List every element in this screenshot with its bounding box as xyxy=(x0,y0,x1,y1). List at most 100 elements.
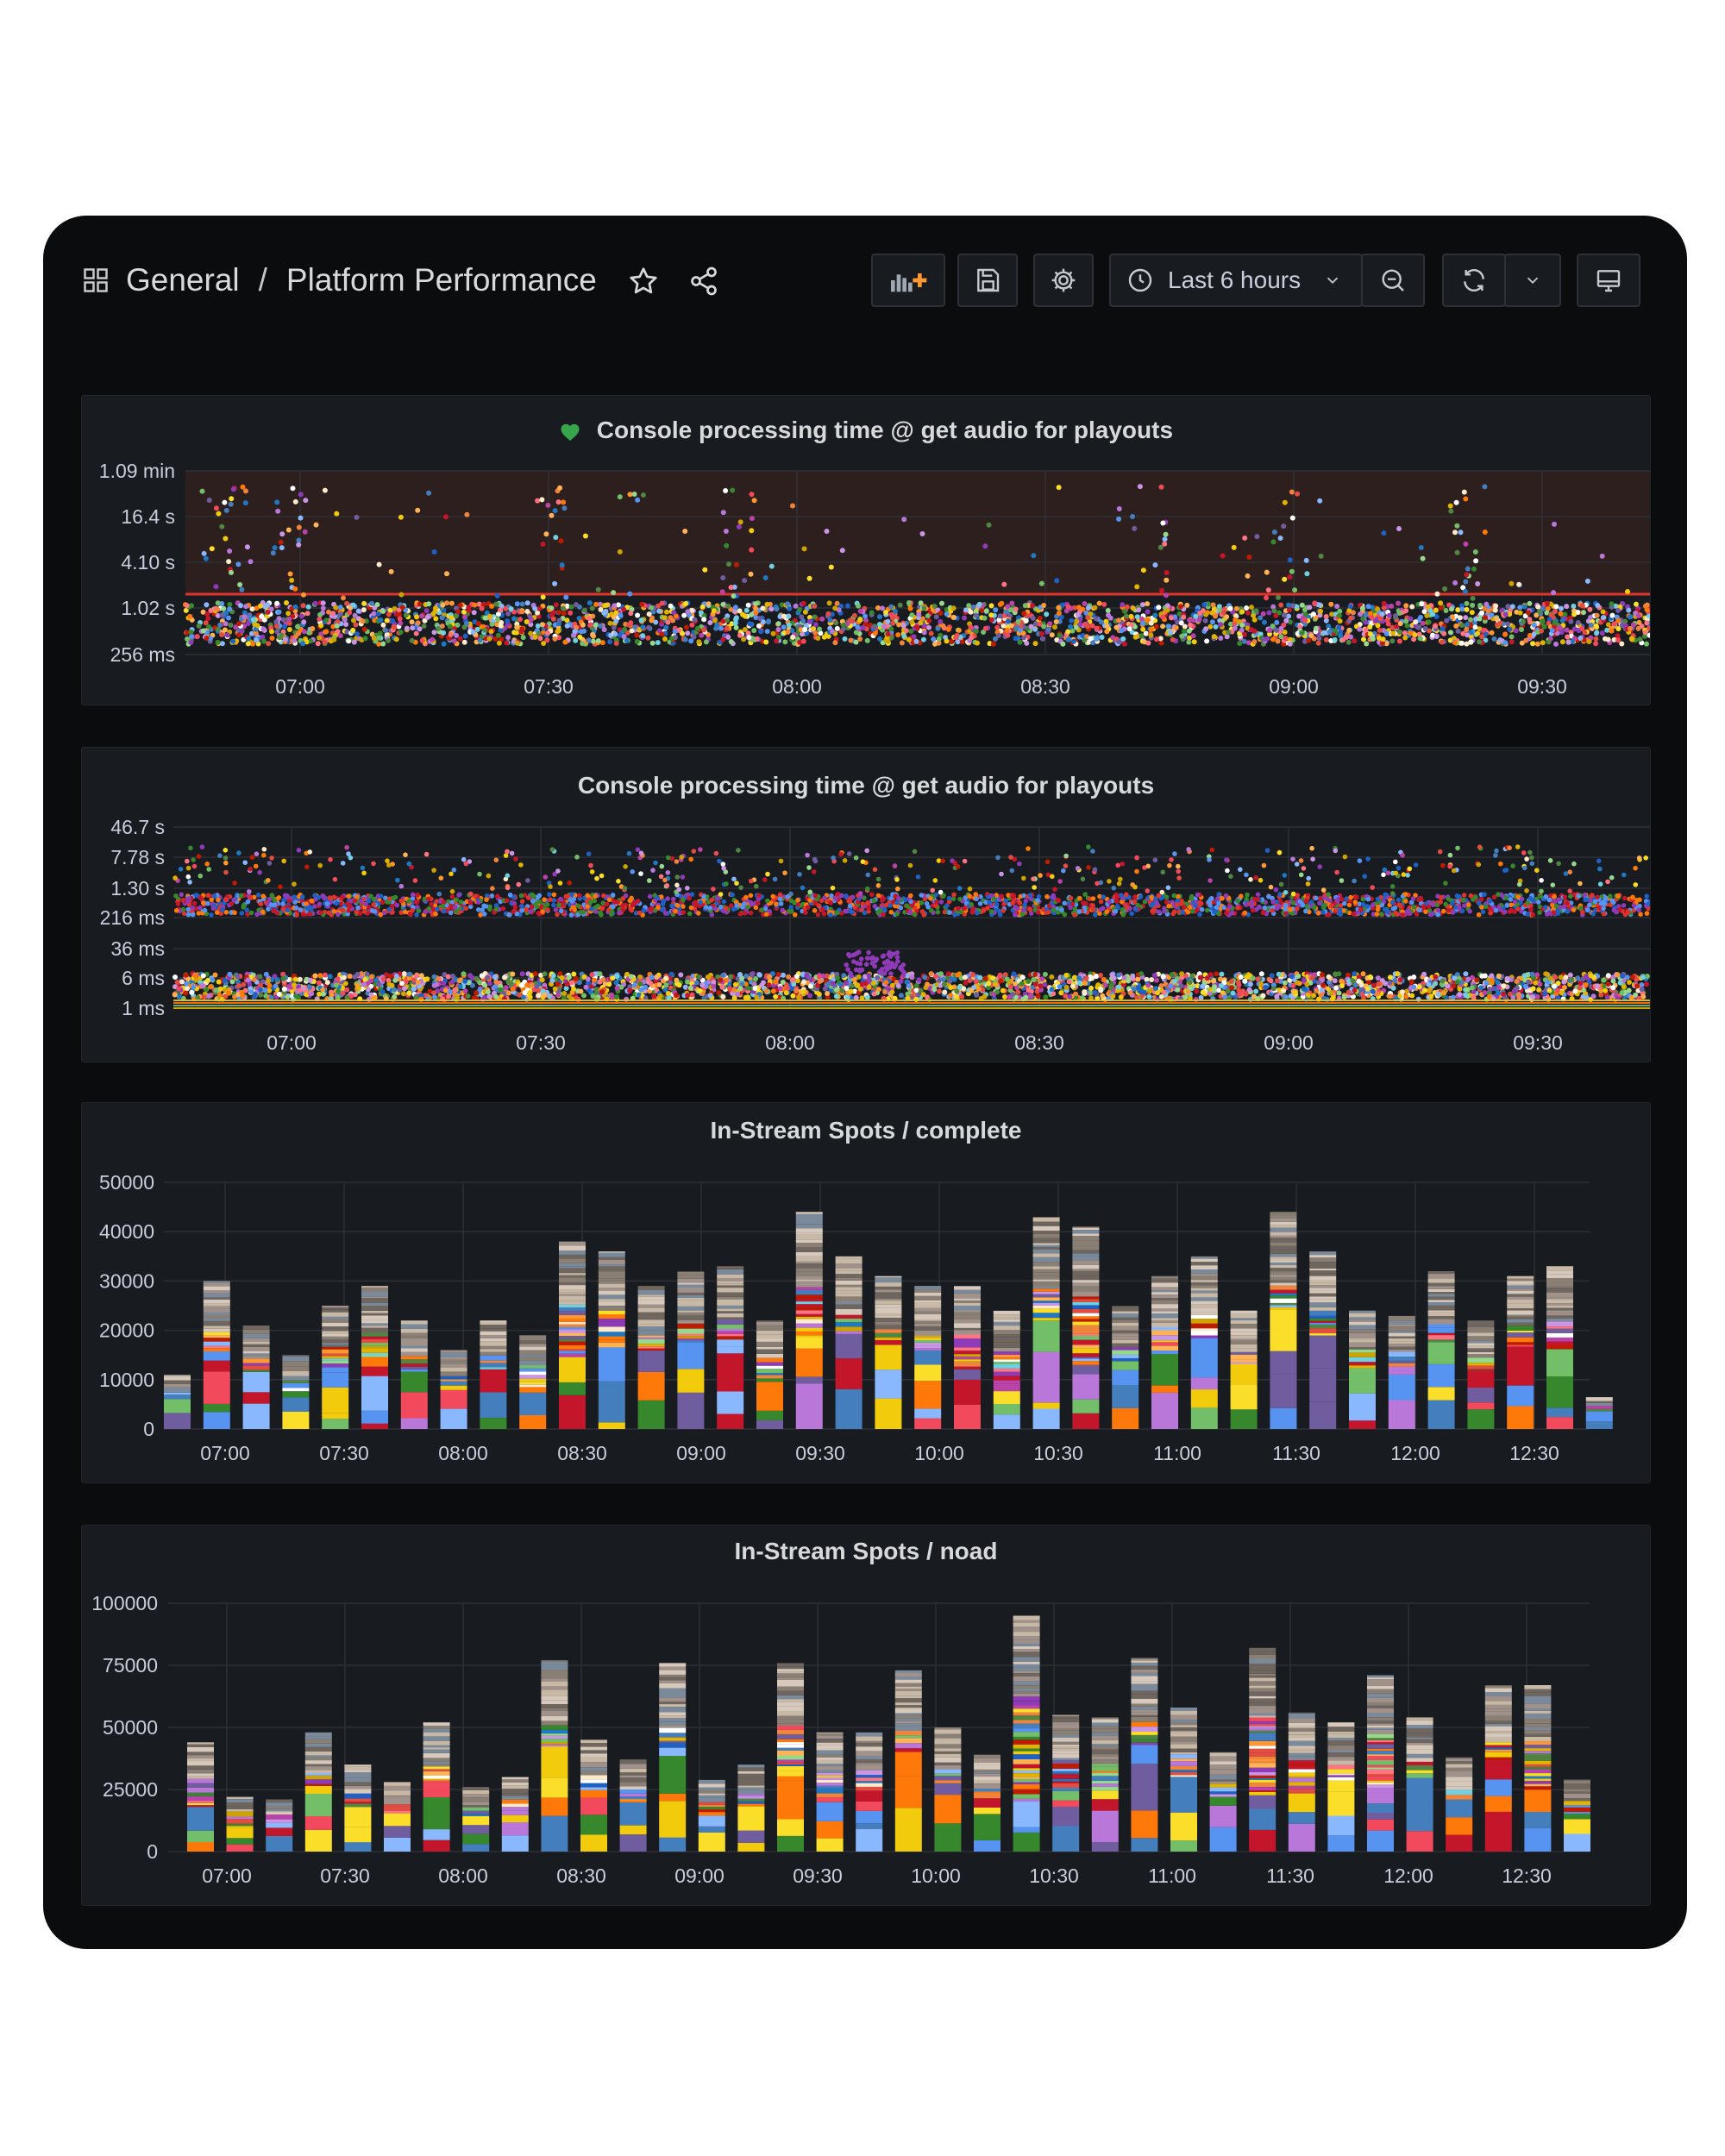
add-panel-button[interactable] xyxy=(871,254,945,307)
scatter-point xyxy=(1367,611,1373,617)
scatter-point xyxy=(617,548,623,555)
scatter-point xyxy=(1549,627,1555,633)
scatter-point xyxy=(1113,624,1120,630)
scatter-point xyxy=(1270,636,1276,642)
view-mode-button[interactable] xyxy=(1577,254,1640,307)
scatter-point xyxy=(213,505,219,511)
scatter-point xyxy=(848,908,853,914)
scatter-point xyxy=(745,905,750,910)
scatter-point xyxy=(688,638,694,644)
scatter-point xyxy=(1178,604,1183,610)
panel-scatter-1[interactable]: Console processing time @ get audio for … xyxy=(81,395,1651,705)
scatter-point xyxy=(239,911,245,916)
scatter-point xyxy=(1283,617,1289,624)
scatter-point xyxy=(1278,602,1284,608)
scatter-point xyxy=(226,615,231,621)
scatter-point xyxy=(673,908,678,914)
scatter-point xyxy=(260,634,266,640)
y-tick-label: 46.7 s xyxy=(110,816,165,838)
save-dashboard-button[interactable] xyxy=(957,254,1018,307)
scatter-point xyxy=(317,901,323,907)
star-icon[interactable] xyxy=(628,266,659,297)
scatter-point xyxy=(1628,625,1633,631)
scatter-point xyxy=(906,600,912,605)
scatter-point xyxy=(1410,896,1416,901)
scatter-point xyxy=(1199,906,1205,912)
scatter-point xyxy=(749,528,755,534)
scatter-point xyxy=(768,563,775,569)
scatter-point xyxy=(1463,541,1469,547)
scatter-point xyxy=(1297,624,1303,630)
scatter-point xyxy=(1244,605,1250,611)
scatter-point xyxy=(1418,545,1424,550)
scatter-point xyxy=(355,608,361,614)
scatter-point xyxy=(759,907,765,912)
scatter-point xyxy=(505,611,511,617)
dashboard-settings-button[interactable] xyxy=(1033,254,1094,307)
scatter-point xyxy=(611,590,617,596)
scatter-point xyxy=(593,601,599,607)
scatter-point xyxy=(839,548,845,554)
scatter-point xyxy=(1615,626,1622,631)
time-range-picker[interactable]: Last 6 hours xyxy=(1109,254,1363,307)
x-tick-label: 07:00 xyxy=(267,1031,317,1054)
scatter-point xyxy=(1502,611,1509,617)
scatter-point xyxy=(1256,904,1262,910)
dashboard-title[interactable]: Platform Performance xyxy=(285,262,597,298)
scatter-point xyxy=(230,638,236,644)
scatter-point xyxy=(1559,639,1565,645)
scatter-point xyxy=(519,903,524,909)
scatter-point xyxy=(451,638,457,644)
scatter-point xyxy=(1175,619,1181,625)
scatter-point xyxy=(1224,614,1230,620)
scatter-point xyxy=(812,893,819,899)
scatter-point xyxy=(746,635,752,640)
scatter-point xyxy=(1332,636,1338,642)
scatter-point xyxy=(876,622,882,627)
scatter-point xyxy=(801,546,807,552)
scatter-point xyxy=(598,606,604,612)
scatter-point xyxy=(913,638,919,644)
scatter-point xyxy=(1352,899,1358,905)
scatter-point xyxy=(354,909,360,915)
refresh-button[interactable] xyxy=(1442,254,1506,307)
scatter-point xyxy=(380,899,386,906)
scatter-point xyxy=(351,617,356,624)
scatter-point xyxy=(447,624,453,630)
zoom-out-button[interactable] xyxy=(1361,254,1425,307)
refresh-interval-dropdown[interactable] xyxy=(1504,254,1561,307)
scatter-point xyxy=(1517,605,1523,611)
scatter-point xyxy=(1588,615,1593,620)
share-icon[interactable] xyxy=(688,266,719,297)
scatter-point xyxy=(527,613,533,619)
scatter-point xyxy=(692,617,698,623)
scatter-point xyxy=(731,608,737,614)
scatter-point xyxy=(511,909,516,914)
scatter-point xyxy=(827,617,833,623)
scatter-point xyxy=(671,610,677,616)
scatter-point xyxy=(281,624,287,630)
scatter-point xyxy=(981,908,987,913)
x-tick-label: 09:30 xyxy=(1513,1031,1563,1054)
scatter-point xyxy=(238,628,244,634)
panel-scatter-2[interactable]: Console processing time @ get audio for … xyxy=(81,747,1651,1062)
scatter-point xyxy=(315,641,321,647)
scatter-point xyxy=(741,636,747,642)
breadcrumb-folder[interactable]: General xyxy=(126,262,240,298)
scatter-point xyxy=(1354,894,1359,900)
scatter-point xyxy=(226,559,232,565)
scatter-point xyxy=(361,607,367,613)
scatter-point xyxy=(916,611,922,617)
scatter-point xyxy=(397,616,403,622)
scatter-point xyxy=(317,635,323,641)
scatter-point xyxy=(475,899,481,905)
scatter-point xyxy=(790,634,796,640)
scatter-point xyxy=(1363,627,1369,633)
dashboard-grid-icon[interactable] xyxy=(83,267,109,293)
scatter-point xyxy=(585,893,590,899)
scatter-point xyxy=(1571,907,1577,912)
scatter-point xyxy=(662,911,668,916)
scatter-point xyxy=(278,539,284,545)
scatter-point xyxy=(696,639,702,645)
scatter-point xyxy=(1601,911,1607,917)
